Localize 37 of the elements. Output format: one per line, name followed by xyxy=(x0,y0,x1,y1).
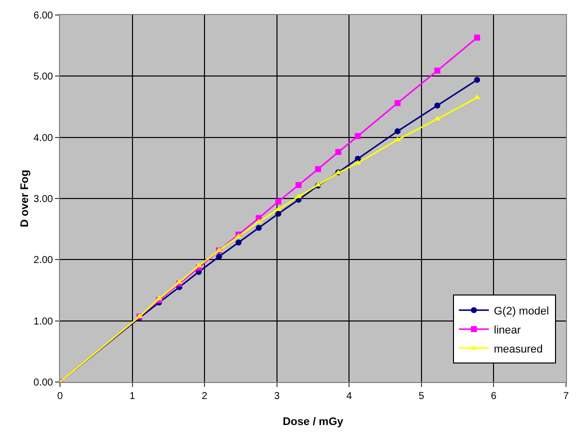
x-tick-label: 5 xyxy=(418,391,425,402)
point xyxy=(474,76,480,83)
legend-label: measured xyxy=(494,343,543,356)
point xyxy=(295,194,302,198)
x-tick-label: 6 xyxy=(490,391,497,402)
point xyxy=(156,296,162,300)
point xyxy=(335,149,342,156)
y-tick-label: 5.00 xyxy=(34,72,54,83)
point xyxy=(354,133,361,140)
y-tick-label: 0.00 xyxy=(34,378,54,388)
point xyxy=(275,210,282,217)
x-tick-label: 0 xyxy=(57,391,64,402)
x-tick-label: 4 xyxy=(346,391,352,402)
point xyxy=(275,198,282,205)
point xyxy=(474,34,480,41)
y-tick-label: 4.00 xyxy=(34,132,54,144)
y-tick-label: 6.00 xyxy=(34,10,54,22)
legend-label: linear xyxy=(494,324,522,336)
x-axis-title: Dose / mGy xyxy=(282,416,344,428)
y-axis-title: D over Fog xyxy=(19,170,31,228)
y-tick-label: 1.00 xyxy=(34,316,54,328)
point xyxy=(434,102,440,109)
x-tick-label: 1 xyxy=(130,391,136,402)
point xyxy=(236,240,242,246)
point xyxy=(394,128,401,134)
point xyxy=(256,224,262,231)
point xyxy=(315,166,322,172)
legend-label: G(2) model xyxy=(494,305,549,318)
point xyxy=(394,100,401,106)
y-tick-label: 2.00 xyxy=(34,255,54,266)
point xyxy=(434,68,440,74)
x-tick-label: 3 xyxy=(274,391,280,402)
y-tick-label: 3.00 xyxy=(34,194,54,205)
x-tick-label: 7 xyxy=(563,391,570,402)
point xyxy=(296,182,302,188)
x-tick-label: 2 xyxy=(202,391,208,402)
point xyxy=(216,254,222,260)
